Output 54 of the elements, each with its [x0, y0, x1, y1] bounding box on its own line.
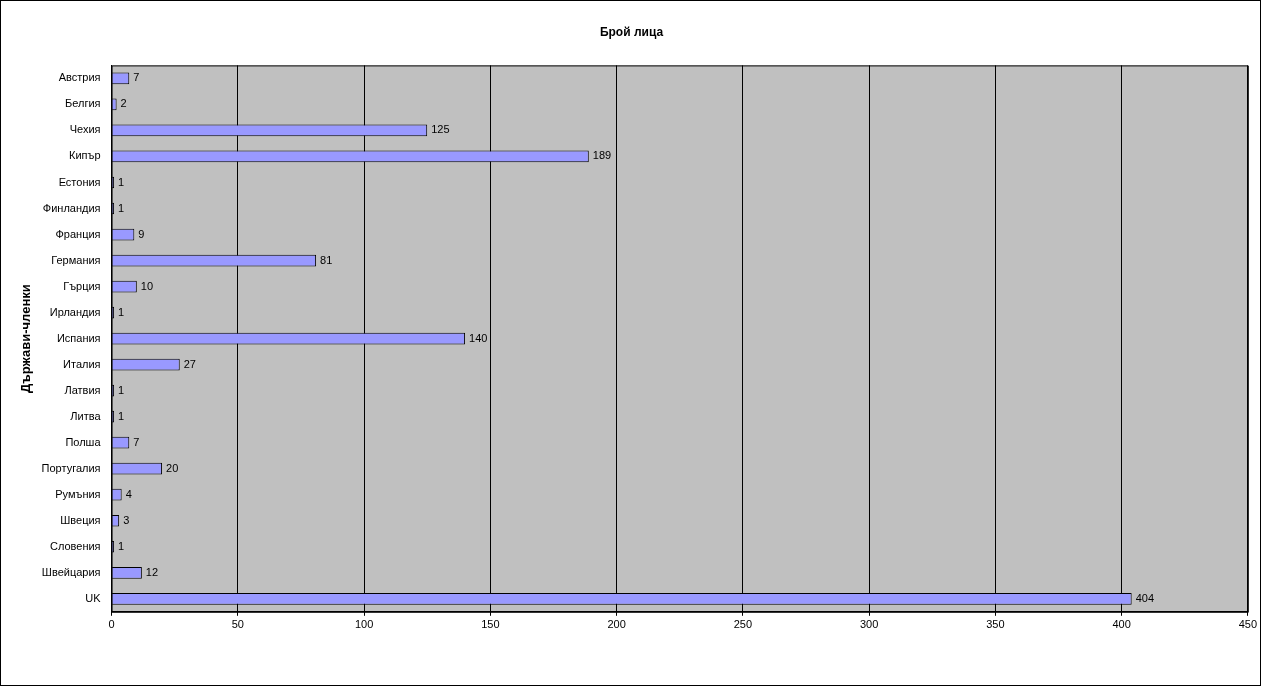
- x-tick-label: 300: [859, 618, 879, 631]
- data-label: 3: [123, 513, 130, 526]
- data-label: 125: [431, 123, 450, 136]
- data-label: 7: [133, 435, 140, 448]
- y-tick-label: Гърция: [63, 279, 101, 292]
- y-tick-label: Белгия: [65, 97, 101, 110]
- y-tick-label: Швейцария: [41, 565, 101, 578]
- data-label: 9: [138, 227, 145, 240]
- y-tick-label: UK: [85, 591, 102, 604]
- data-label: 1: [118, 305, 125, 318]
- y-tick-label: Словения: [49, 539, 101, 552]
- y-tick-label: Германия: [51, 253, 101, 266]
- y-tick-label: Франция: [55, 227, 101, 240]
- x-tick-label: 50: [231, 618, 244, 631]
- data-label: 1: [118, 175, 125, 188]
- x-tick-label: 350: [986, 618, 1005, 631]
- data-label: 1: [118, 383, 125, 396]
- x-tick-label: 100: [354, 618, 374, 631]
- x-tick-label: 0: [108, 618, 115, 631]
- data-label: 20: [166, 461, 179, 474]
- data-label: 12: [145, 565, 159, 578]
- x-tick-label: 400: [1112, 618, 1131, 631]
- chart-title: Брой лица: [599, 24, 664, 39]
- x-tick-label: 150: [481, 618, 500, 631]
- y-tick-label: Румъния: [55, 487, 101, 500]
- data-label: 1: [118, 539, 125, 552]
- y-axis-title: Държави-членки: [18, 284, 34, 393]
- data-label: 189: [592, 149, 612, 162]
- x-tick-label: 250: [733, 618, 752, 631]
- y-tick-label: Ирландия: [49, 305, 101, 318]
- data-label: 4: [125, 487, 132, 500]
- data-label: 140: [469, 331, 488, 344]
- data-label: 27: [183, 357, 196, 370]
- y-tick-label: Швеция: [60, 513, 101, 526]
- x-tick-label: 450: [1238, 618, 1257, 631]
- data-label: 1: [118, 201, 125, 214]
- x-tick-label: 200: [607, 618, 626, 631]
- y-tick-label: Литва: [70, 409, 102, 422]
- data-label: 1: [118, 409, 125, 422]
- y-tick-label: Полша: [65, 435, 102, 448]
- y-tick-label: Кипър: [69, 149, 101, 162]
- y-tick-label: Италия: [63, 357, 101, 370]
- y-tick-label: Чехия: [69, 123, 101, 136]
- y-tick-label: Испания: [56, 331, 101, 344]
- y-tick-label: Финландия: [42, 201, 101, 214]
- y-tick-label: Австрия: [58, 71, 101, 84]
- y-tick-label: Португалия: [41, 461, 101, 474]
- y-tick-label: Латвия: [64, 383, 101, 396]
- data-label: 2: [120, 97, 127, 110]
- data-label: 404: [1135, 591, 1155, 604]
- data-label: 7: [133, 71, 140, 84]
- data-label: 81: [320, 253, 333, 266]
- data-label: 10: [140, 279, 154, 292]
- y-tick-label: Естония: [58, 175, 101, 188]
